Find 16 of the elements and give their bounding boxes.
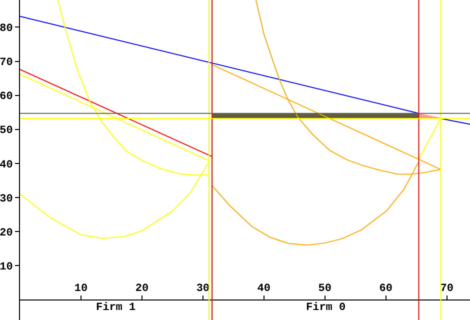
y-tick-label: 40: [0, 159, 13, 172]
annotation: Firm 1: [96, 302, 136, 314]
y-tick-label: 80: [0, 23, 13, 36]
y-tick-label: 60: [0, 91, 13, 104]
x-tick-label: 50: [318, 283, 332, 296]
y-tick-label: 20: [0, 227, 13, 240]
y-tick-label: 30: [0, 193, 13, 206]
annotation: Firm 0: [306, 302, 346, 314]
y-tick-label: 50: [0, 125, 13, 138]
x-tick-label: 60: [379, 283, 392, 296]
y-tick-label: 70: [0, 57, 13, 70]
x-tick-label: 70: [440, 283, 454, 296]
y-tick-label: 10: [0, 261, 13, 274]
x-tick-label: 40: [257, 283, 270, 296]
x-tick-label: 20: [135, 283, 149, 296]
x-tick-label: 10: [74, 283, 88, 296]
